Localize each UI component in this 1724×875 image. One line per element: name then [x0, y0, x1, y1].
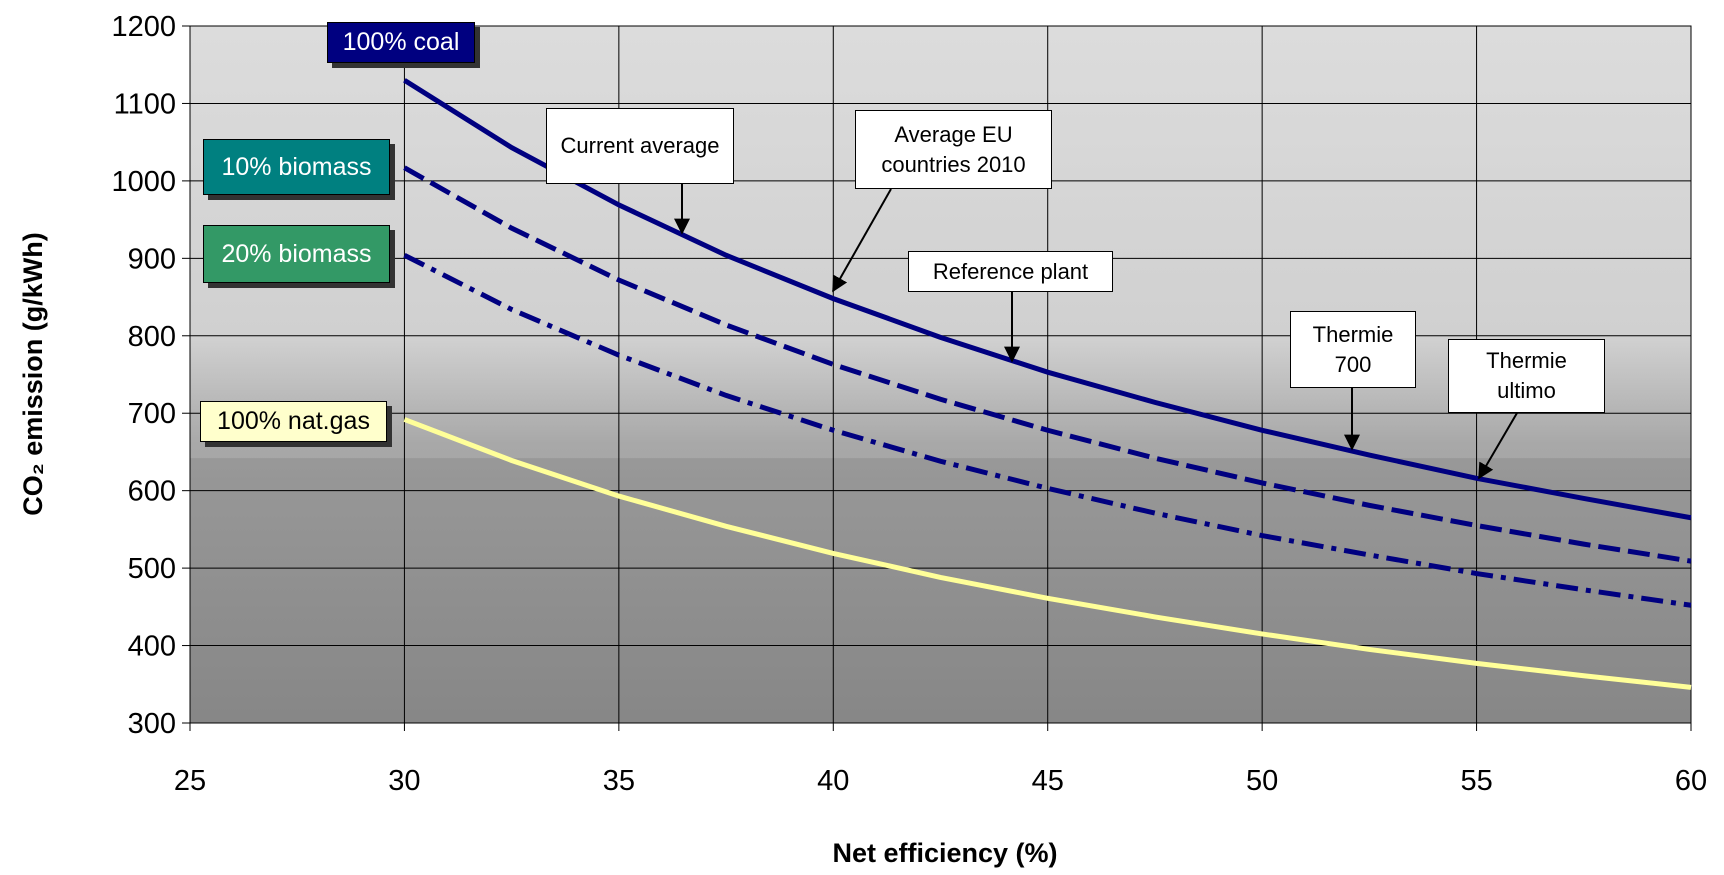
y-tick-label: 1200	[111, 11, 176, 43]
y-tick-label: 500	[128, 553, 176, 585]
legend-entry: 10% biomass	[203, 139, 390, 195]
legend-entry: 20% biomass	[203, 225, 390, 283]
y-tick-label: 300	[128, 708, 176, 740]
annotation: Thermie ultimo	[1448, 339, 1605, 413]
x-tick-label: 50	[1246, 765, 1278, 797]
legend-entry: 100% nat.gas	[200, 401, 387, 442]
x-tick-label: 45	[1032, 765, 1064, 797]
y-tick-label: 400	[128, 631, 176, 663]
annotation: Current average	[546, 108, 734, 184]
page: Net efficiency (%) CO₂ emission (g/kWh) …	[0, 0, 1724, 875]
y-tick-label: 600	[128, 476, 176, 508]
x-tick-label: 30	[388, 765, 420, 797]
x-tick-label: 60	[1675, 765, 1707, 797]
annotation: Reference plant	[908, 251, 1113, 292]
x-tick-label: 35	[603, 765, 635, 797]
y-tick-label: 1100	[114, 88, 176, 120]
annotation: Average EU countries 2010	[855, 110, 1052, 189]
y-tick-label: 700	[128, 398, 176, 430]
annotation: Thermie 700	[1290, 311, 1416, 388]
x-tick-label: 40	[817, 765, 849, 797]
y-tick-label: 800	[128, 321, 176, 353]
x-axis-title: Net efficiency (%)	[832, 838, 1057, 868]
plot-band	[190, 458, 1691, 723]
y-axis-title: CO₂ emission (g/kWh)	[18, 232, 48, 516]
x-tick-label: 55	[1460, 765, 1492, 797]
x-tick-label: 25	[174, 765, 206, 797]
legend-entry: 100% coal	[327, 22, 475, 63]
y-tick-label: 1000	[111, 166, 176, 198]
y-tick-label: 900	[128, 243, 176, 275]
